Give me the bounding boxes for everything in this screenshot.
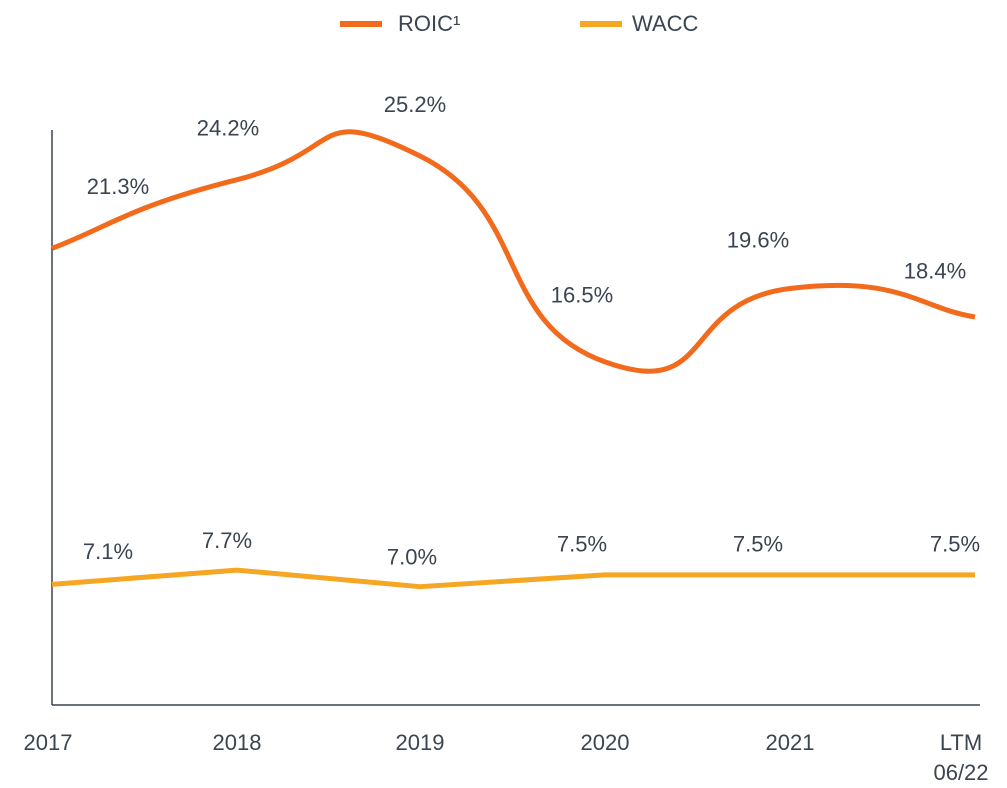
legend-label: WACC	[632, 11, 699, 36]
series-line	[51, 567, 975, 590]
series-line	[51, 129, 976, 374]
x-tick-label: 2021	[765, 730, 815, 755]
x-tick-label: 2019	[395, 730, 445, 755]
data-label: 21.3%	[87, 174, 149, 199]
data-label: 24.2%	[197, 116, 259, 141]
x-tick-label: LTM 06/22	[933, 730, 989, 785]
data-label: 7.0%	[387, 544, 437, 569]
data-label: 7.1%	[83, 539, 133, 564]
x-tick-label: 2018	[212, 730, 262, 755]
x-tick-label: 2020	[580, 730, 630, 755]
data-label: 7.5%	[557, 532, 607, 557]
data-label: 7.5%	[733, 532, 783, 557]
legend-label: ROIC¹	[398, 11, 460, 36]
data-label: 25.2%	[384, 92, 446, 117]
data-label: 16.5%	[551, 283, 613, 308]
x-tick-label: 2017	[23, 730, 73, 755]
data-label: 7.7%	[202, 528, 252, 553]
data-label: 19.6%	[727, 227, 789, 252]
data-label: 18.4%	[904, 259, 966, 284]
data-label: 7.5%	[930, 532, 980, 557]
